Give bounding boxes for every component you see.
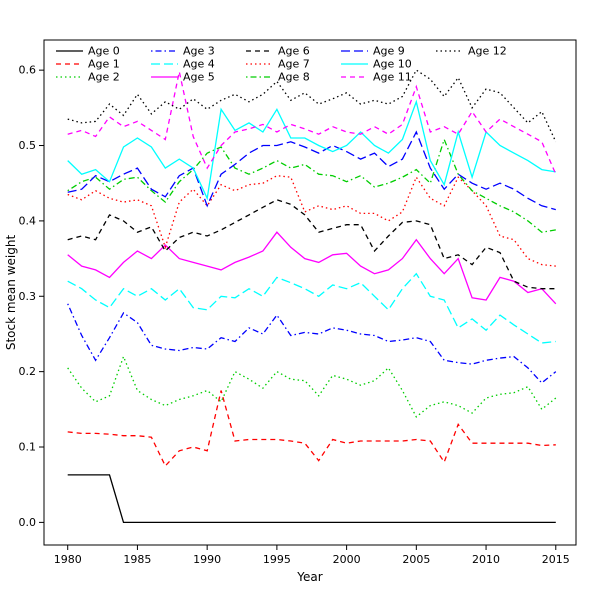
series-line-age-8: [67, 137, 556, 233]
x-axis-tick-label: 1995: [263, 553, 291, 566]
series-line-age-2: [67, 354, 557, 418]
legend-label-age-11: Age 11: [373, 71, 412, 84]
series-line-age-11: [67, 71, 557, 175]
y-axis-tick-label: 0.1: [19, 441, 37, 454]
series-line-age-7: [67, 175, 556, 267]
y-axis-tick-label: 0.0: [19, 516, 37, 529]
series-line-age-10: [67, 99, 556, 201]
y-axis-tick-label: 0.3: [19, 290, 37, 303]
y-axis-tick-label: 0.2: [19, 365, 37, 378]
x-axis-tick-label: 2000: [333, 553, 361, 566]
legend-label-age-7: Age 7: [278, 58, 310, 71]
series-line-age-0: [67, 474, 556, 524]
legend-label-age-6: Age 6: [278, 45, 310, 58]
legend-label-age-5: Age 5: [183, 71, 215, 84]
legend-label-age-4: Age 4: [183, 58, 215, 71]
legend-label-age-3: Age 3: [183, 45, 215, 58]
legend-label-age-8: Age 8: [278, 71, 310, 84]
x-axis-tick-label: 2015: [542, 553, 570, 566]
x-axis-tick-label: 2005: [402, 553, 430, 566]
x-axis-tick-label: 1990: [193, 553, 221, 566]
legend-label-age-0: Age 0: [88, 45, 120, 58]
series-line-age-4: [67, 272, 556, 344]
y-axis-tick-label: 0.4: [19, 214, 37, 227]
series-line-age-1: [67, 390, 556, 468]
x-axis-title: Year: [296, 570, 322, 584]
y-axis-title: Stock mean weight: [4, 235, 18, 351]
y-axis-tick-label: 0.6: [19, 64, 37, 77]
y-axis-tick-label: 0.5: [19, 139, 37, 152]
series-line-age-6: [67, 199, 556, 290]
x-axis-tick-label: 2010: [472, 553, 500, 566]
series-line-age-3: [67, 303, 557, 384]
legend-label-age-12: Age 12: [468, 45, 507, 58]
legend-label-age-2: Age 2: [88, 71, 120, 84]
legend-label-age-9: Age 9: [373, 45, 405, 58]
plot-border: [43, 39, 577, 546]
legend-label-age-10: Age 10: [373, 58, 412, 71]
series-line-age-9: [67, 130, 556, 211]
legend-label-age-1: Age 1: [88, 58, 120, 71]
x-axis-tick-label: 1980: [54, 553, 82, 566]
series-line-age-5: [67, 231, 557, 305]
x-axis-tick-label: 1985: [123, 553, 151, 566]
